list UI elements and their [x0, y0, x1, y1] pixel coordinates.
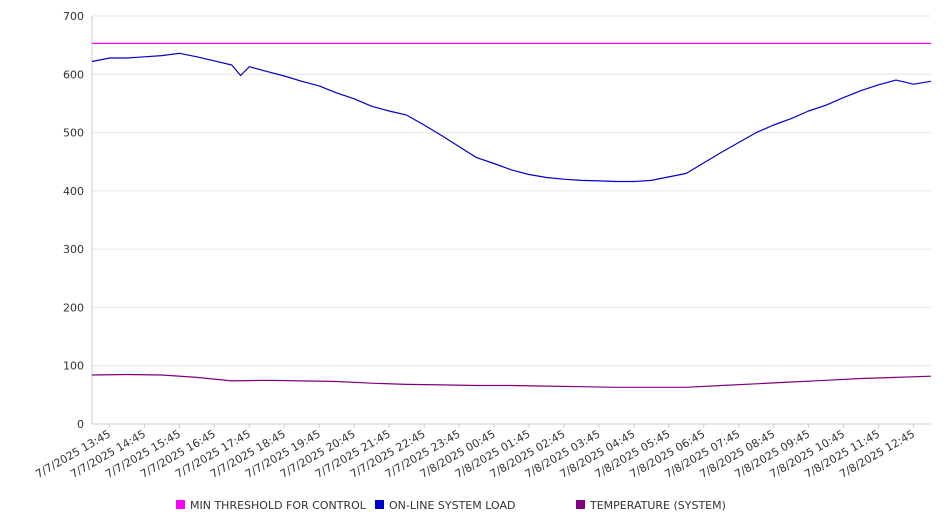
axes: [91, 16, 931, 428]
legend-swatch-1: [375, 500, 384, 509]
y-tick-label: 400: [63, 185, 84, 198]
legend-label-1: ON-LINE SYSTEM LOAD: [389, 499, 515, 512]
y-tick-label: 0: [77, 418, 84, 431]
series-line-1: [91, 52, 932, 183]
legend-label-2: TEMPERATURE (SYSTEM): [589, 499, 726, 512]
y-tick-label: 700: [63, 10, 84, 23]
y-tick-label: 100: [63, 360, 84, 373]
series-line-2: [91, 373, 932, 388]
legend-swatch-2: [576, 500, 585, 509]
x-tick-labels: 7/7/2025 13:457/7/2025 14:457/7/2025 15:…: [33, 427, 917, 481]
legend: MIN THRESHOLD FOR CONTROL ON-LINE SYSTEM …: [176, 499, 726, 512]
series-lines: [91, 42, 932, 388]
y-tick-label: 300: [63, 243, 84, 256]
grid: [92, 15, 931, 367]
y-tick-label: 500: [63, 127, 84, 140]
y-tick-labels: 0 100 200 300 400 500 600 700: [63, 10, 84, 431]
y-tick-label: 200: [63, 301, 84, 314]
y-tick-label: 600: [63, 68, 84, 81]
legend-label-0: MIN THRESHOLD FOR CONTROL: [190, 499, 367, 512]
legend-swatch-0: [176, 500, 185, 509]
